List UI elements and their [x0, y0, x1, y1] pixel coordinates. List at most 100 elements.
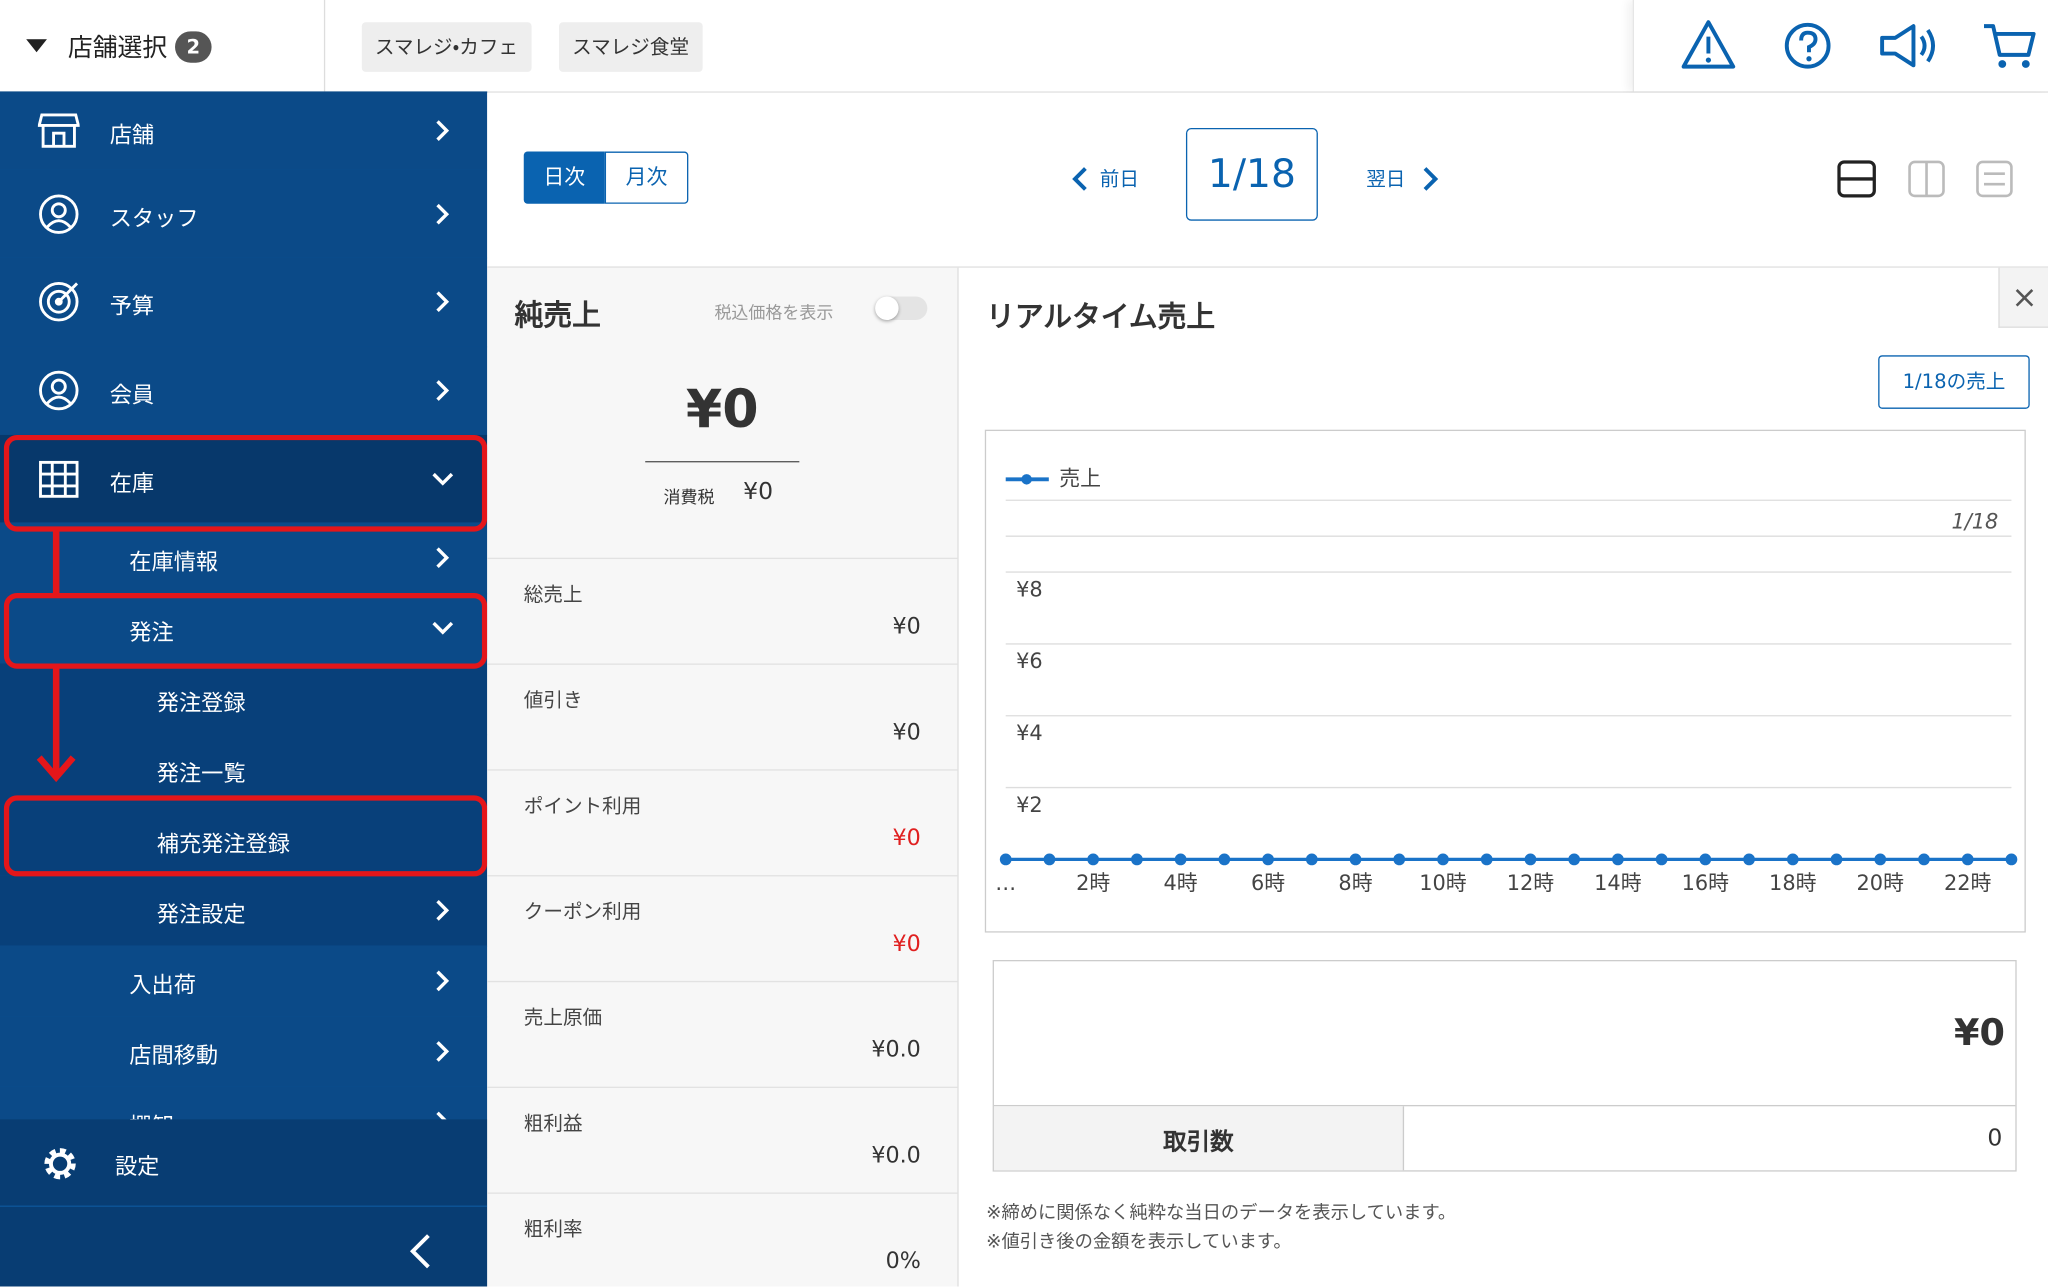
menu-item[interactable]: 会員	[0, 346, 488, 437]
summary-box: ¥0 取引数 0	[992, 959, 2017, 1172]
cart-icon[interactable]	[1981, 21, 2036, 71]
metric-label: ポイント利用	[523, 794, 642, 818]
alert-icon[interactable]	[1681, 18, 1736, 70]
menu-item[interactable]: 発注設定	[0, 875, 488, 947]
legend-label: 売上	[1059, 466, 1101, 490]
metric-value: ¥0	[892, 931, 921, 958]
menu-item[interactable]: スタッフ	[0, 169, 488, 259]
menu-icon	[39, 460, 79, 498]
menu-label: 予算	[109, 293, 155, 320]
menu-label: 発注	[129, 620, 174, 647]
next-day[interactable]: 翌日	[1366, 167, 1406, 191]
chevron	[436, 120, 450, 141]
menu-label: 補充発注登録	[156, 831, 290, 859]
prev-day[interactable]: 前日	[1099, 167, 1139, 191]
metric-label: 値引き	[523, 688, 583, 712]
chevron	[436, 203, 450, 224]
settings-label: 設定	[114, 1154, 160, 1181]
data-point	[1218, 853, 1231, 866]
menu-item[interactable]: 発注登録	[0, 663, 488, 736]
data-point	[1131, 853, 1143, 866]
store-tab[interactable]: スマレジ・カフェ	[361, 22, 532, 72]
x-tick-label: 22時	[1944, 871, 1992, 895]
data-point	[1480, 853, 1493, 866]
metric-value: ¥0.0	[871, 1142, 921, 1169]
close-button[interactable]	[1998, 267, 2048, 328]
menu-label: 店間移動	[129, 1043, 219, 1070]
tax-label: 消費税	[663, 488, 715, 509]
menu-label: 発注設定	[156, 902, 246, 929]
x-tick-label: 20時	[1857, 871, 1905, 895]
layout-icons[interactable]	[1835, 159, 2018, 198]
x-tick-label: 8時	[1338, 871, 1372, 895]
chevron	[436, 291, 450, 313]
data-point	[1568, 853, 1581, 866]
x-tick-label: 16時	[1682, 871, 1730, 895]
menu-item[interactable]: 入出荷	[0, 945, 488, 1018]
metric-label: 総売上	[523, 582, 583, 607]
x-tick-label: …	[995, 871, 1016, 895]
collapse-bar[interactable]	[0, 1205, 488, 1287]
data-point	[999, 853, 1012, 866]
menu-icon	[39, 281, 79, 322]
divider	[645, 461, 800, 463]
realtime-panel: リアルタイム売上 1/18の売上 ¥0 取引数 0 ※締めに関係なく純粋な当日の…	[958, 267, 2048, 1287]
data-point	[1043, 853, 1056, 866]
metric-row	[487, 1086, 958, 1193]
menu-label: 在庫	[109, 470, 155, 497]
settings-item[interactable]: 設定	[0, 1119, 488, 1206]
menu-icon	[39, 370, 79, 411]
chevron	[436, 970, 450, 992]
period-monthly[interactable]: 月次	[604, 151, 689, 204]
data-point	[1743, 853, 1755, 866]
chevron	[432, 472, 454, 486]
menu-label: 会員	[109, 382, 155, 409]
menu-item[interactable]: 予算	[0, 257, 488, 348]
legend-dot	[1021, 474, 1032, 485]
tax-toggle[interactable]	[875, 296, 928, 320]
next-icon	[1423, 167, 1439, 191]
data-point	[1961, 853, 1974, 866]
store-select[interactable]: 店舗選択 2	[0, 0, 326, 92]
net-sales-amount: ¥0	[685, 380, 759, 441]
tax-toggle-label: 税込価格を表示	[714, 304, 834, 324]
menu-item[interactable]: 店間移動	[0, 1016, 488, 1088]
date-display[interactable]: 1/18	[1185, 127, 1318, 221]
store-tab[interactable]: スマレジ食堂	[559, 22, 703, 72]
y-tick-label: ¥4	[1016, 721, 1043, 745]
menu-item[interactable]: 在庫	[0, 434, 488, 524]
menu-icon	[37, 113, 80, 148]
panel-title: 純売上	[514, 300, 601, 334]
help-icon[interactable]	[1783, 21, 1833, 71]
data-point	[1655, 853, 1668, 866]
day-sales-button[interactable]: 1/18の売上	[1878, 355, 2030, 409]
period-daily[interactable]: 日次	[523, 151, 605, 204]
data-point	[1262, 853, 1274, 866]
menu-item[interactable]: 店舗	[0, 91, 488, 172]
caret	[26, 39, 48, 53]
metric-value: ¥0.0	[871, 1037, 921, 1064]
menu-item[interactable]: 補充発注登録	[0, 804, 488, 877]
announce-icon[interactable]	[1877, 21, 1940, 71]
y-tick-label: ¥6	[1016, 649, 1043, 673]
metric-row	[487, 875, 958, 981]
menu-item[interactable]: 在庫情報	[0, 522, 488, 595]
chevron	[436, 380, 450, 401]
tax-value: ¥0	[743, 478, 774, 506]
data-point	[1830, 853, 1843, 866]
data-point	[1874, 853, 1887, 866]
menu-icon	[39, 193, 79, 234]
gear-icon	[44, 1148, 76, 1180]
x-tick-label: 14時	[1594, 871, 1642, 895]
data-point	[1174, 853, 1187, 866]
menu-label: スタッフ	[109, 205, 199, 232]
data-point	[2005, 853, 2018, 866]
metric-value: ¥0	[892, 613, 921, 640]
collapse-icon	[409, 1234, 430, 1269]
metric-value: 0%	[885, 1248, 921, 1275]
data-point	[1918, 853, 1930, 866]
data-point	[1305, 853, 1318, 866]
metric-row	[487, 1192, 958, 1286]
data-point	[1786, 853, 1799, 866]
